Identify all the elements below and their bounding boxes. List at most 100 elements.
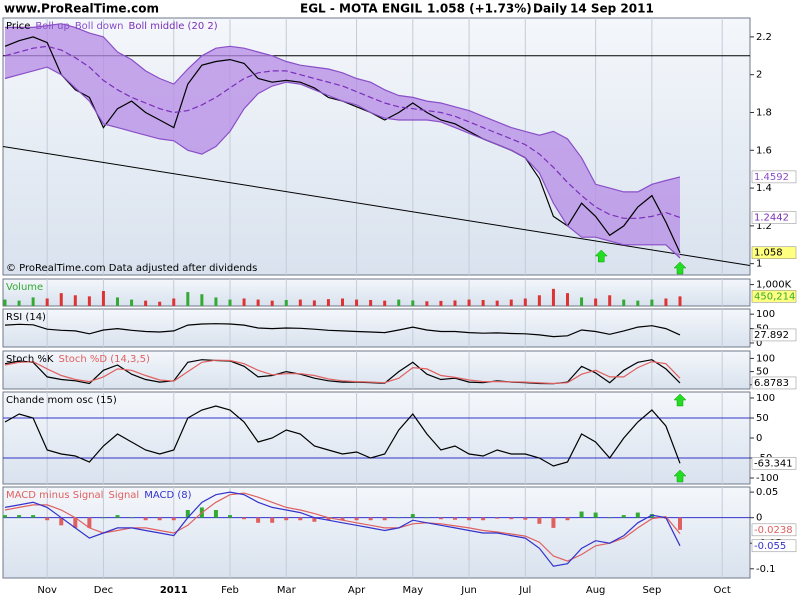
bar bbox=[621, 515, 626, 518]
bar bbox=[368, 517, 373, 521]
bar bbox=[171, 517, 176, 521]
bar bbox=[481, 300, 485, 306]
value-tag-box bbox=[751, 328, 797, 342]
x-tick-label: Aug bbox=[586, 585, 606, 596]
panel-background bbox=[2, 308, 751, 348]
bar bbox=[424, 517, 429, 519]
bar bbox=[566, 293, 569, 306]
series-line bbox=[4, 405, 681, 467]
period: Daily bbox=[533, 2, 567, 16]
bar bbox=[130, 299, 134, 306]
bar bbox=[650, 299, 654, 306]
y-tick-label: 100 bbox=[756, 353, 775, 364]
bar bbox=[312, 517, 317, 522]
legend-entry: Stoch %K bbox=[6, 354, 54, 365]
bar bbox=[495, 517, 500, 519]
panel-background bbox=[2, 391, 751, 485]
bar bbox=[678, 517, 682, 530]
x-tick-label: 2011 bbox=[160, 585, 188, 596]
x-tick-label: Jul bbox=[518, 585, 531, 596]
bar bbox=[298, 299, 302, 306]
bar bbox=[594, 298, 598, 306]
series-line bbox=[4, 492, 681, 562]
x-tick-label: May bbox=[402, 585, 423, 596]
y-tick-label: 0 bbox=[756, 513, 762, 524]
bar bbox=[214, 297, 218, 306]
signal-arrow bbox=[673, 261, 687, 275]
value-tag: 450,214 bbox=[754, 291, 795, 302]
bar bbox=[678, 296, 682, 306]
panel-background bbox=[2, 278, 751, 307]
y-tick-label: -0.1 bbox=[756, 564, 776, 575]
bar bbox=[31, 515, 36, 518]
bar bbox=[298, 517, 303, 521]
y-tick-label: 0 bbox=[756, 338, 762, 349]
bar bbox=[45, 298, 49, 306]
site-name: www.ProRealTime.com bbox=[4, 2, 159, 16]
date: 14 Sep 2011 bbox=[570, 2, 654, 16]
bar bbox=[467, 299, 471, 306]
bar bbox=[438, 517, 443, 520]
bar bbox=[87, 296, 91, 306]
bar bbox=[157, 517, 162, 521]
bar bbox=[340, 517, 345, 521]
x-tick-label: Jun bbox=[460, 585, 477, 596]
signal-arrow bbox=[673, 393, 687, 407]
bar bbox=[115, 515, 120, 518]
bar bbox=[172, 298, 176, 306]
series-line bbox=[5, 23, 681, 193]
series-line bbox=[4, 359, 681, 385]
bar bbox=[326, 299, 330, 306]
legend-entry: MACD (8) bbox=[144, 490, 191, 501]
legend-entry: MACD minus Signal bbox=[6, 490, 103, 501]
bar bbox=[242, 298, 246, 306]
legend-entry: RSI (14) bbox=[6, 312, 46, 323]
bar bbox=[270, 300, 274, 306]
value-tag-box bbox=[751, 211, 797, 224]
bar bbox=[242, 517, 247, 520]
value-tag: -0.055 bbox=[754, 541, 786, 552]
bar bbox=[101, 517, 106, 519]
x-tick-label: Feb bbox=[221, 585, 239, 596]
y-tick-label: 2.2 bbox=[756, 32, 772, 43]
bar bbox=[622, 299, 626, 306]
bar bbox=[551, 517, 556, 528]
bar bbox=[186, 292, 190, 306]
bar bbox=[593, 512, 598, 518]
bar bbox=[537, 295, 541, 306]
bollinger-band-fill bbox=[5, 23, 680, 258]
instrument-title: EGL - MOTA ENGIL bbox=[300, 2, 422, 16]
series-line bbox=[4, 491, 681, 567]
bar bbox=[410, 514, 415, 518]
bar bbox=[383, 300, 387, 306]
bar bbox=[453, 300, 457, 306]
y-tick-label: 1.8 bbox=[756, 107, 772, 118]
value-tag-box bbox=[751, 246, 797, 259]
series-line bbox=[4, 323, 681, 338]
bar bbox=[608, 295, 612, 306]
value-tag-box bbox=[751, 457, 797, 470]
legend-entry: Boll down bbox=[75, 21, 124, 32]
y-tick-label: 2 bbox=[756, 70, 762, 81]
bar bbox=[312, 300, 316, 306]
x-tick-label: Apr bbox=[348, 585, 366, 596]
bar bbox=[116, 297, 119, 306]
bar bbox=[509, 299, 513, 306]
y-tick-label: 0 bbox=[756, 433, 762, 444]
bar bbox=[396, 517, 401, 519]
series-line bbox=[4, 66, 681, 259]
value-tag-box bbox=[751, 376, 797, 390]
y-tick-label: 1.6 bbox=[756, 145, 772, 156]
x-tick-label: Mar bbox=[277, 585, 297, 596]
bar bbox=[17, 300, 21, 306]
panel-background bbox=[2, 486, 751, 579]
bar bbox=[439, 300, 443, 306]
bar bbox=[341, 298, 344, 306]
bar bbox=[382, 517, 387, 521]
bar bbox=[228, 515, 232, 518]
bar bbox=[31, 297, 35, 306]
bar bbox=[326, 517, 331, 521]
value-tag: 1.4592 bbox=[754, 172, 789, 183]
bar bbox=[579, 511, 584, 518]
bar bbox=[411, 300, 415, 306]
